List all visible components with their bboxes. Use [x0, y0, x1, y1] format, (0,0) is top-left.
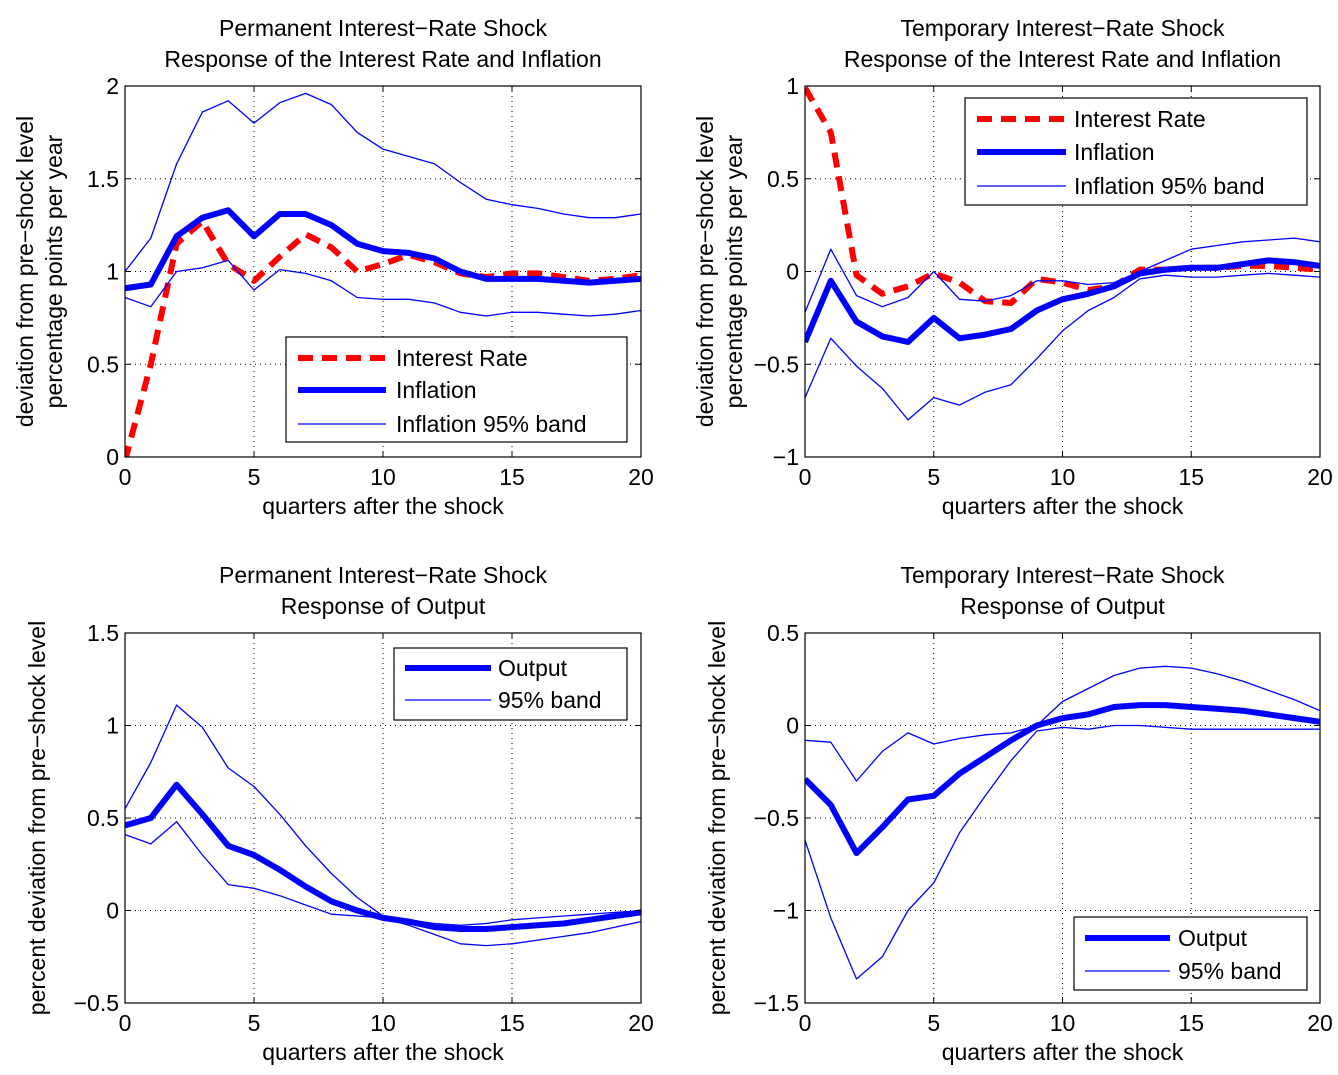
series-line-inflation: [805, 257, 1320, 345]
series-line-lower-band: [125, 259, 641, 317]
chart-title: Response of Output: [281, 593, 486, 619]
y-tick-label: −0.5: [754, 351, 799, 377]
legend-label: Inflation 95% band: [1074, 173, 1265, 199]
y-tick-label: 0: [106, 898, 119, 924]
chart-title: Response of the Interest Rate and Inflat…: [844, 46, 1281, 72]
x-axis-label: quarters after the shock: [262, 493, 504, 519]
x-tick-label: 0: [119, 464, 132, 490]
series-line-lower-band: [125, 821, 641, 947]
y-tick-label: 0: [106, 444, 119, 470]
chart-title: Temporary Interest−Rate Shock: [900, 562, 1225, 588]
y-tick-label: −0.5: [74, 990, 119, 1016]
x-tick-label: 0: [119, 1010, 132, 1036]
legend: Output 95% band: [1073, 916, 1308, 991]
y-axis-label: percentage points per year: [721, 134, 747, 408]
chart-title: Response of the Interest Rate and Inflat…: [164, 46, 601, 72]
y-tick-label: 1: [106, 713, 119, 739]
y-axis-label: percent deviation from pre−shock level: [24, 621, 50, 1015]
legend-box: [393, 647, 628, 721]
legend-label: Interest Rate: [1074, 106, 1206, 132]
legend: Interest Rate Inflation Inflation 95% ban…: [964, 97, 1308, 206]
y-axis-label: deviation from pre−shock level: [12, 116, 38, 427]
chart-title: Permanent Interest−Rate Shock: [219, 562, 547, 588]
y-tick-label: 0.5: [767, 166, 799, 192]
y-tick-label: 1: [106, 259, 119, 285]
y-tick-label: 2: [106, 73, 119, 99]
legend-label: Inflation: [396, 377, 477, 403]
chart-title: Temporary Interest−Rate Shock: [900, 15, 1225, 41]
y-tick-label: 0: [786, 713, 799, 739]
legend-label: 95% band: [498, 687, 602, 713]
x-tick-label: 20: [1307, 464, 1333, 490]
x-tick-label: 20: [628, 464, 654, 490]
series-group: [805, 665, 1320, 980]
legend: Interest Rate Inflation Inflation 95% ban…: [285, 336, 628, 443]
series-group: [805, 86, 1320, 421]
series-line-inflation-95-band: [125, 92, 641, 272]
series-line-95-band: [125, 704, 641, 926]
y-axis-label: percentage points per year: [41, 134, 67, 408]
x-axis-label: quarters after the shock: [942, 493, 1184, 519]
y-tick-label: 0: [786, 259, 799, 285]
x-tick-label: 0: [799, 1010, 812, 1036]
y-tick-label: 1: [786, 73, 799, 99]
legend-label: Output: [498, 655, 568, 681]
y-tick-label: 0.5: [87, 805, 119, 831]
y-tick-label: 1.5: [87, 620, 119, 646]
y-axis-label: percent deviation from pre−shock level: [704, 621, 730, 1015]
series-line-95-band: [805, 665, 1320, 782]
legend-label: Inflation 95% band: [396, 411, 587, 437]
series-line-inflation-95-band: [805, 237, 1320, 313]
x-tick-label: 10: [370, 1010, 396, 1036]
y-tick-label: −1: [773, 898, 799, 924]
x-tick-label: 20: [628, 1010, 654, 1036]
series-group: [125, 704, 641, 947]
x-tick-label: 15: [499, 464, 525, 490]
x-tick-label: 10: [370, 464, 396, 490]
x-axis-label: quarters after the shock: [942, 1039, 1184, 1065]
series-line-output: [805, 702, 1320, 857]
y-tick-label: 0.5: [87, 351, 119, 377]
chart-title: Permanent Interest−Rate Shock: [219, 15, 547, 41]
series-line-inflation: [125, 207, 641, 292]
series-group: [125, 92, 641, 457]
x-tick-label: 5: [248, 1010, 261, 1036]
x-tick-label: 5: [248, 464, 261, 490]
y-tick-label: −1.5: [754, 990, 799, 1016]
legend-label: Output: [1178, 925, 1248, 951]
chart-title: Response of Output: [960, 593, 1165, 619]
x-tick-label: 20: [1307, 1010, 1333, 1036]
x-tick-label: 0: [799, 464, 812, 490]
legend-box: [1073, 916, 1308, 991]
x-tick-label: 15: [499, 1010, 525, 1036]
x-axis-label: quarters after the shock: [262, 1039, 504, 1065]
legend-label: Interest Rate: [396, 345, 528, 371]
series-line-lower-band: [805, 272, 1320, 421]
x-tick-label: 15: [1178, 1010, 1204, 1036]
y-tick-label: −0.5: [754, 805, 799, 831]
x-tick-label: 15: [1178, 464, 1204, 490]
legend-label: Inflation: [1074, 139, 1155, 165]
series-line-lower-band: [805, 724, 1320, 980]
legend: Output 95% band: [393, 647, 628, 721]
y-axis-label: deviation from pre−shock level: [692, 116, 718, 427]
legend-label: 95% band: [1178, 958, 1282, 984]
series-line-interest-rate: [125, 218, 641, 457]
chart-panel-4: 0 5 10 15 20 −1.5 −1 −0.5 0 0.5 Temporary Interest…: [704, 562, 1333, 1065]
y-tick-label: 1.5: [87, 166, 119, 192]
chart-panel-2: 0 5 10 15 20 −1 −0.5 0 0.5 1 Temporary Interest−Ra…: [692, 15, 1333, 519]
x-tick-label: 10: [1050, 464, 1076, 490]
y-tick-label: 0.5: [767, 620, 799, 646]
y-tick-label: −1: [773, 444, 799, 470]
x-tick-label: 5: [927, 1010, 940, 1036]
chart-panel-1: 0 5 10 15 20 0 0.5 1 1.5 2 Permanent Interest−Rate…: [12, 15, 654, 519]
x-tick-label: 10: [1050, 1010, 1076, 1036]
x-tick-label: 5: [927, 464, 940, 490]
